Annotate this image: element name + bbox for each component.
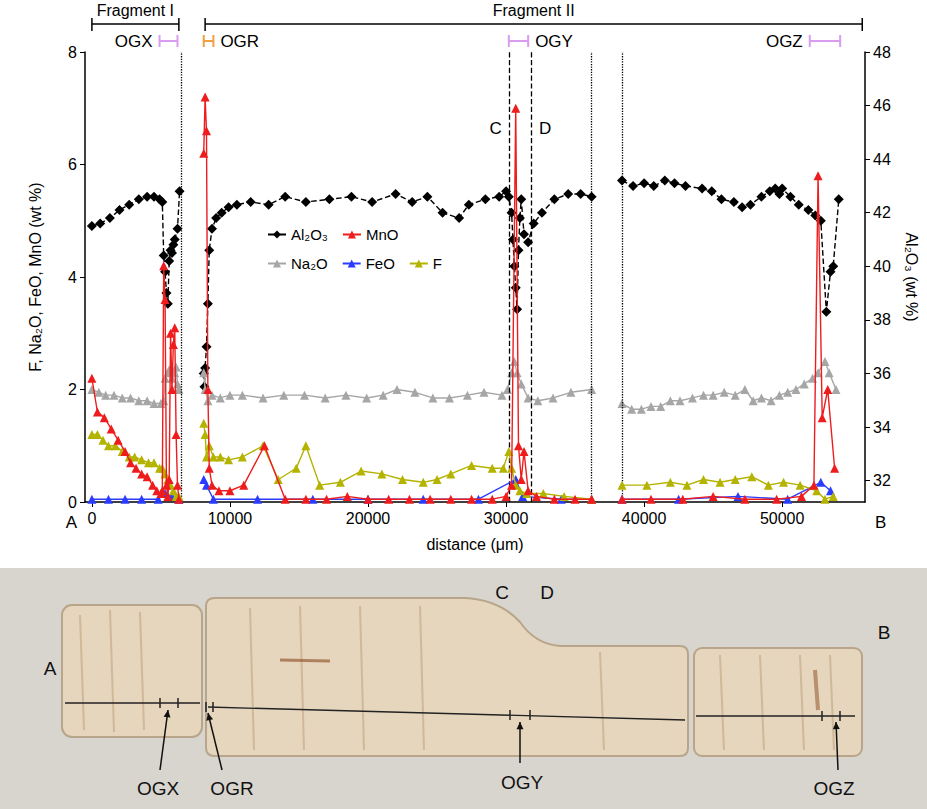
svg-text:C: C	[490, 119, 502, 138]
svg-text:Fragment I: Fragment I	[97, 2, 174, 19]
svg-text:10000: 10000	[208, 510, 253, 527]
svg-text:8: 8	[68, 44, 77, 61]
svg-text:FeO: FeO	[366, 255, 395, 272]
svg-text:44: 44	[873, 151, 891, 168]
svg-text:MnO: MnO	[366, 226, 399, 243]
svg-text:OGX: OGX	[137, 778, 180, 799]
svg-text:2: 2	[68, 381, 77, 398]
svg-text:Na₂O: Na₂O	[291, 255, 328, 272]
svg-text:30000: 30000	[484, 510, 529, 527]
svg-text:38: 38	[873, 311, 891, 328]
svg-text:OGZ: OGZ	[766, 32, 803, 51]
svg-text:0: 0	[87, 510, 96, 527]
svg-text:A: A	[44, 658, 57, 679]
svg-text:OGY: OGY	[535, 32, 573, 51]
svg-text:20000: 20000	[346, 510, 391, 527]
svg-text:B: B	[878, 622, 891, 643]
svg-text:40: 40	[873, 258, 891, 275]
svg-text:OGX: OGX	[115, 32, 153, 51]
svg-text:F: F	[433, 255, 442, 272]
svg-text:OGR: OGR	[210, 778, 253, 799]
svg-text:Al₂O₃ (wt %): Al₂O₃ (wt %)	[903, 232, 920, 321]
svg-text:B: B	[875, 513, 886, 532]
svg-text:40000: 40000	[622, 510, 667, 527]
svg-text:OGR: OGR	[220, 32, 259, 51]
svg-text:distance (μm): distance (μm)	[426, 536, 523, 553]
svg-text:OGY: OGY	[501, 772, 544, 793]
svg-text:0: 0	[68, 494, 77, 511]
svg-text:D: D	[539, 119, 551, 138]
svg-text:48: 48	[873, 44, 891, 61]
svg-text:OGZ: OGZ	[813, 778, 855, 799]
svg-text:A: A	[66, 513, 78, 532]
svg-text:6: 6	[68, 156, 77, 173]
svg-text:34: 34	[873, 419, 891, 436]
svg-text:D: D	[540, 582, 554, 603]
svg-text:4: 4	[68, 269, 77, 286]
svg-text:50000: 50000	[760, 510, 805, 527]
svg-text:Al₂O₃: Al₂O₃	[291, 226, 328, 243]
svg-text:Fragment II: Fragment II	[493, 2, 575, 19]
svg-text:F, Na₂O, FeO, MnO (wt %): F, Na₂O, FeO, MnO (wt %)	[27, 182, 44, 371]
svg-text:32: 32	[873, 472, 891, 489]
svg-text:46: 46	[873, 97, 891, 114]
svg-text:36: 36	[873, 365, 891, 382]
svg-text:42: 42	[873, 204, 891, 221]
svg-text:C: C	[495, 582, 509, 603]
